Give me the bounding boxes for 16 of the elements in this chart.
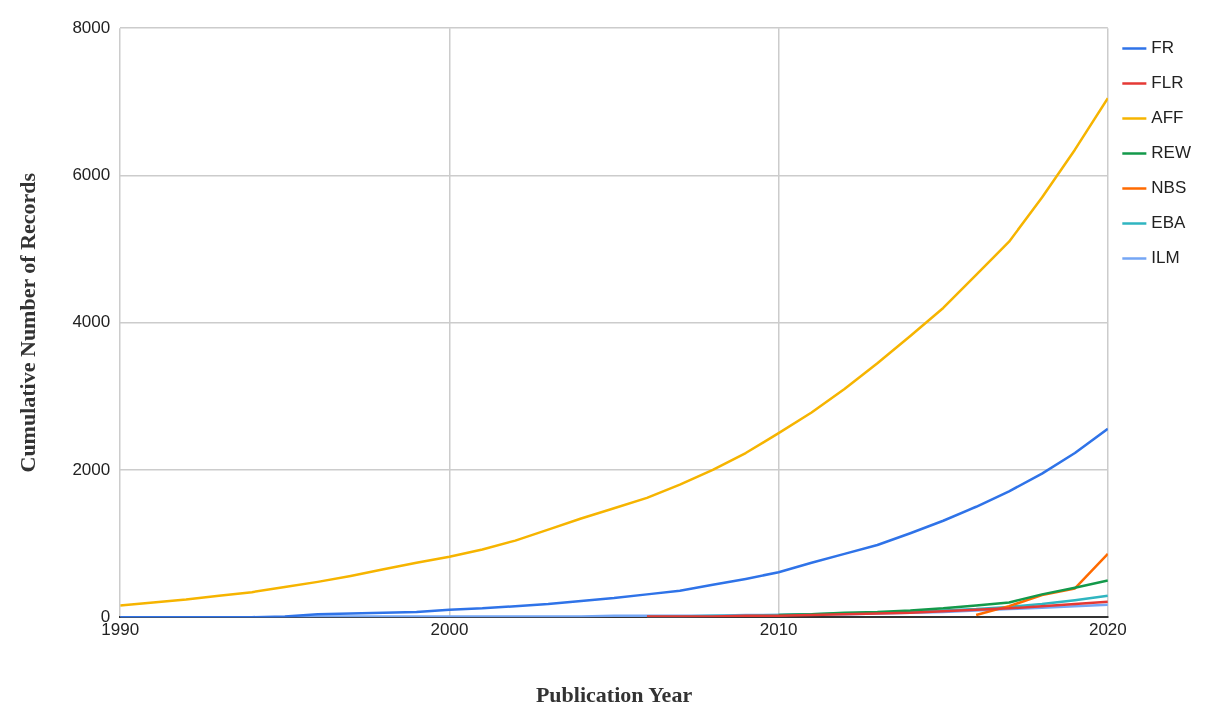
legend-label: AFF xyxy=(1151,108,1184,128)
y-tick-label: 6000 xyxy=(72,165,111,185)
x-axis-title: Publication Year xyxy=(535,682,693,708)
y-tick-label: 4000 xyxy=(72,312,111,332)
y-tick-label: 2000 xyxy=(72,459,111,479)
legend-label: REW xyxy=(1151,143,1192,163)
x-tick-label: 2020 xyxy=(1088,620,1127,640)
legend-label: NBS xyxy=(1151,178,1187,198)
x-tick-label: 2010 xyxy=(759,620,798,640)
legend-label: ILM xyxy=(1151,248,1180,268)
y-axis-title: Cumulative Number of Records xyxy=(14,172,40,473)
legend-label: FR xyxy=(1151,38,1175,58)
legend-label: FLR xyxy=(1151,73,1184,93)
legend-label: EBA xyxy=(1151,213,1187,233)
y-tick-label: 8000 xyxy=(72,17,111,37)
x-tick-label: 2000 xyxy=(430,620,469,640)
